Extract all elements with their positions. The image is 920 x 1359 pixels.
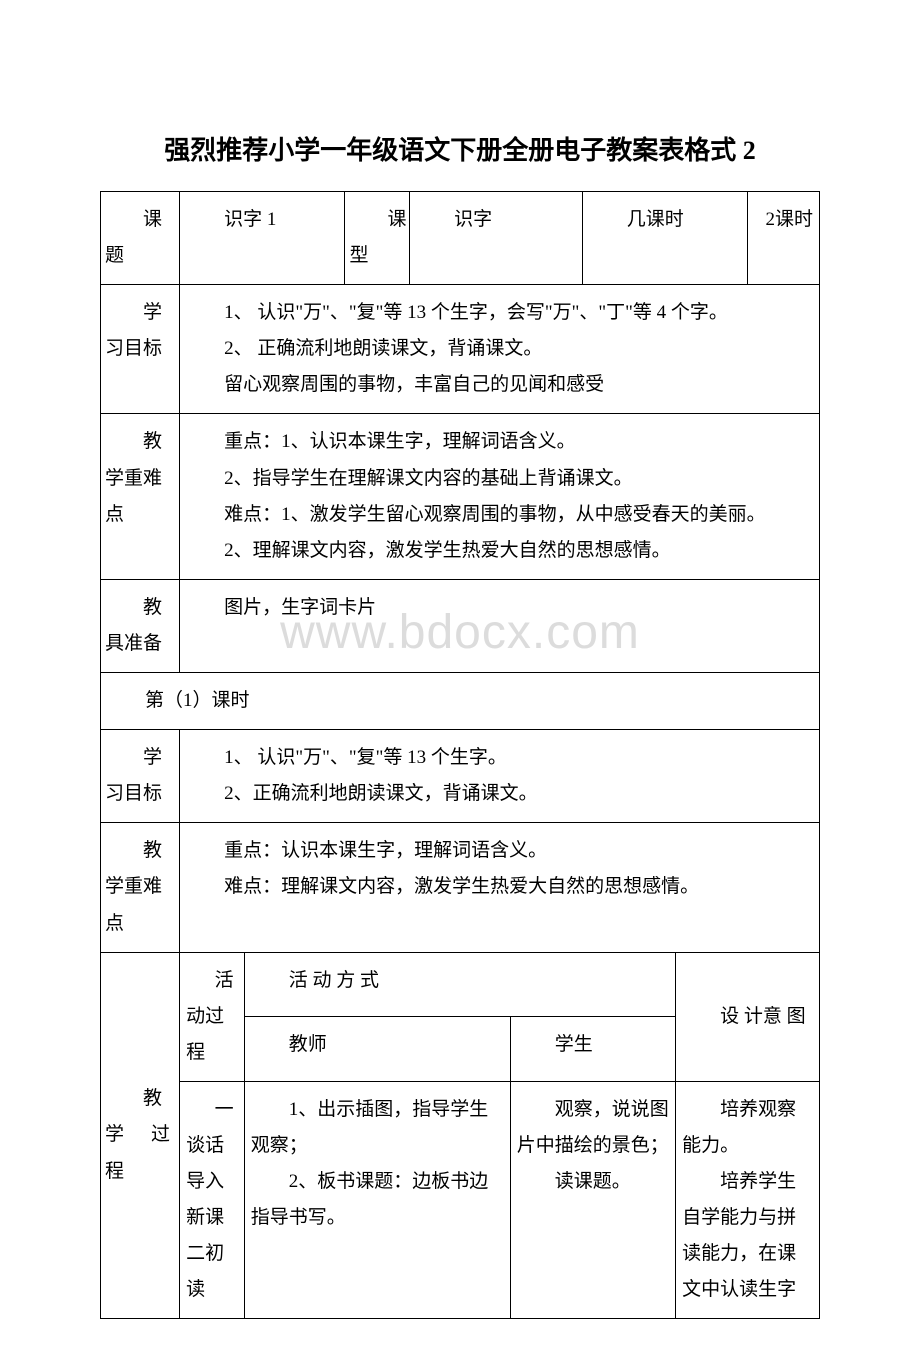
lesson-plan-table: 课题 识字 1 课型 识字 几课时 2课时 学习目标 1、 认识"万"、"复"等…	[100, 191, 820, 1319]
periods-value: 2课时	[748, 192, 820, 285]
intent-content: 培养观察能力。 培养学生自学能力与拼读能力，在课文中认读生字	[676, 1081, 820, 1319]
materials-label: 教具准备	[101, 579, 180, 672]
period-objectives-row: 学习目标 1、 认识"万"、"复"等 13 个生字。 2、正确流利地朗读课文，背…	[101, 730, 820, 823]
period-difficulties-label: 教学重难点	[101, 823, 180, 952]
objectives-label: 学习目标	[101, 285, 180, 414]
period-objectives-content: 1、 认识"万"、"复"等 13 个生字。 2、正确流利地朗读课文，背诵课文。	[180, 730, 820, 823]
objectives-content: 1、 认识"万"、"复"等 13 个生字，会写"万"、"丁"等 4 个字。 2、…	[180, 285, 820, 414]
period-difficulties-content: 重点：认识本课生字，理解词语含义。 难点：理解课文内容，激发学生热爱大自然的思想…	[180, 823, 820, 952]
type-label: 课型	[345, 192, 410, 285]
difficulties-content: 重点：1、认识本课生字，理解词语含义。 2、指导学生在理解课文内容的基础上背诵课…	[180, 414, 820, 579]
activity-process-header: 活动过程	[180, 952, 245, 1081]
type-value: 识字	[410, 192, 583, 285]
period-difficulties-row: 教学重难点 重点：认识本课生字，理解词语含义。 难点：理解课文内容，激发学生热爱…	[101, 823, 820, 952]
materials-content: 图片，生字词卡片	[180, 579, 820, 672]
materials-row: 教具准备 图片，生字词卡片	[101, 579, 820, 672]
page-title: 强烈推荐小学一年级语文下册全册电子教案表格式 2	[100, 130, 820, 167]
process-header-row-1: 教 学 过 程 活动过程 活 动 方 式 设 计意 图	[101, 952, 820, 1017]
period-header: 第（1）课时	[101, 673, 820, 730]
process-row-label: 教 学 过 程	[101, 952, 180, 1319]
difficulties-row: 教学重难点 重点：1、认识本课生字，理解词语含义。 2、指导学生在理解课文内容的…	[101, 414, 820, 579]
step-label: 一谈话导入新课 二初读	[180, 1081, 245, 1319]
difficulties-label: 教学重难点	[101, 414, 180, 579]
topic-value: 识字 1	[180, 192, 345, 285]
periods-label: 几课时	[582, 192, 747, 285]
objectives-row: 学习目标 1、 认识"万"、"复"等 13 个生字，会写"万"、"丁"等 4 个…	[101, 285, 820, 414]
teacher-header: 教师	[244, 1017, 510, 1082]
process-content-row: 一谈话导入新课 二初读 1、出示插图，指导学生观察； 2、板书课题：边板书边指导…	[101, 1081, 820, 1319]
period-header-row: 第（1）课时	[101, 673, 820, 730]
design-intent-header: 设 计意 图	[676, 952, 820, 1081]
header-row: 课题 识字 1 课型 识字 几课时 2课时	[101, 192, 820, 285]
student-header: 学生	[510, 1017, 675, 1082]
period-objectives-label: 学习目标	[101, 730, 180, 823]
student-content: 观察，说说图片中描绘的景色； 读课题。	[510, 1081, 675, 1319]
topic-label: 课题	[101, 192, 180, 285]
teacher-content: 1、出示插图，指导学生观察； 2、板书课题：边板书边指导书写。	[244, 1081, 510, 1319]
activity-mode-header: 活 动 方 式	[244, 952, 675, 1017]
